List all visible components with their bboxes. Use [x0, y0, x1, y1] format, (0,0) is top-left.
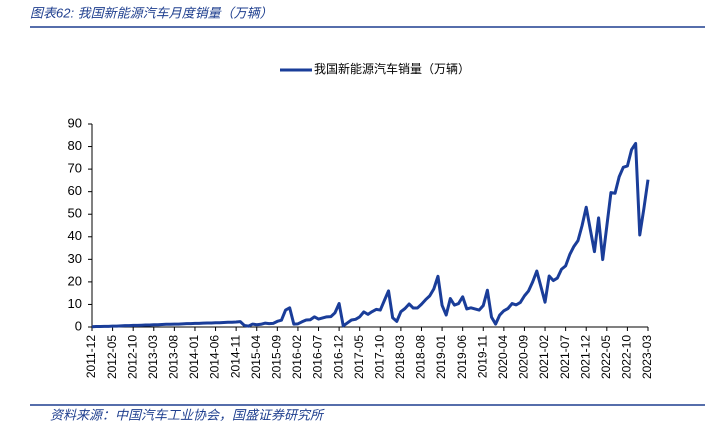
- legend-label: 我国新能源汽车销量（万辆）: [314, 61, 470, 76]
- x-tick-label: 2021-02: [537, 335, 551, 379]
- y-tick-label: 20: [68, 273, 82, 288]
- x-tick-label: 2019-06: [455, 335, 469, 379]
- x-tick-label: 2021-12: [578, 335, 592, 379]
- x-tick-label: 2016-12: [331, 335, 345, 379]
- x-tick-label: 2020-04: [496, 335, 510, 379]
- x-tick-label: 2018-03: [393, 335, 407, 379]
- x-tick-label: 2011-12: [84, 335, 98, 378]
- y-tick-label: 10: [68, 296, 82, 311]
- x-tick-label: 2015-04: [249, 335, 263, 379]
- x-tick-label: 2013-08: [167, 335, 181, 379]
- x-tick-label: 2020-09: [517, 335, 531, 379]
- y-tick-label: 40: [68, 228, 82, 243]
- y-tick-label: 50: [68, 206, 82, 221]
- x-tick-label: 2016-02: [290, 335, 304, 379]
- chart-title: 图表62: 我国新能源汽车月度销量（万辆）: [30, 5, 273, 20]
- y-tick-label: 0: [75, 318, 82, 333]
- y-tick-label: 80: [68, 138, 82, 153]
- x-tick-label: 2012-05: [105, 335, 119, 379]
- x-tick-label: 2016-07: [311, 335, 325, 379]
- y-tick-label: 70: [68, 161, 82, 176]
- x-tick-label: 2019-01: [434, 335, 448, 379]
- source-note: 资料来源：中国汽车工业协会，国盛证券研究所: [50, 407, 325, 422]
- data-line: [91, 141, 650, 329]
- x-tick-label: 2019-11: [475, 335, 489, 378]
- y-tick-label: 90: [68, 115, 82, 130]
- y-tick-label: 30: [68, 251, 82, 266]
- x-tick-label: 2018-08: [414, 335, 428, 379]
- x-tick-label: 2013-03: [146, 335, 160, 379]
- y-tick-label: 60: [68, 183, 82, 198]
- x-tick-label: 2023-03: [640, 335, 654, 379]
- x-tick-label: 2022-05: [599, 335, 613, 379]
- x-tick-label: 2021-07: [558, 335, 572, 379]
- x-tick-label: 2012-10: [125, 335, 139, 379]
- x-tick-label: 2014-11: [228, 335, 242, 378]
- x-tick-label: 2015-09: [270, 335, 284, 379]
- x-tick-label: 2014-01: [187, 335, 201, 379]
- x-tick-label: 2022-10: [620, 335, 634, 379]
- x-tick-label: 2017-05: [352, 335, 366, 379]
- x-tick-label: 2014-06: [208, 335, 222, 379]
- x-tick-label: 2017-10: [372, 335, 386, 379]
